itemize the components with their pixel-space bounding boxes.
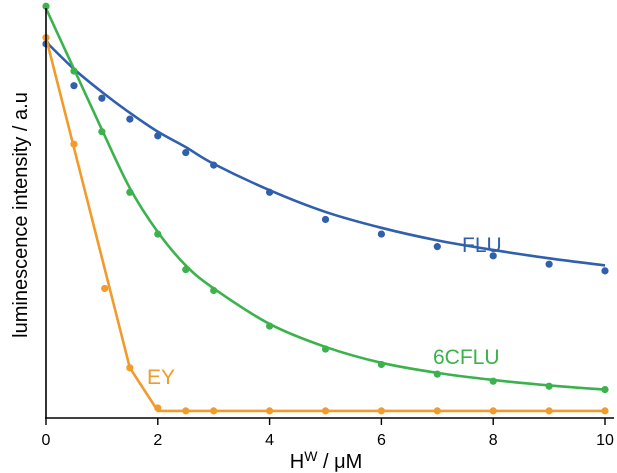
data-point-flu	[154, 132, 162, 140]
data-point-ey	[70, 140, 78, 148]
x-tick-label: 8	[489, 432, 498, 449]
data-point-flu	[545, 260, 553, 268]
x-ticks: 0 2 4 6 8 10	[42, 418, 614, 449]
data-point-ey	[433, 407, 441, 415]
x-tick-label: 10	[596, 432, 614, 449]
series-layer	[42, 2, 609, 415]
x-tick-label: 4	[265, 432, 274, 449]
x-tick-label: 2	[153, 432, 162, 449]
data-point-6cflu	[433, 370, 441, 378]
data-point-ey	[266, 407, 274, 415]
data-point-flu	[321, 215, 330, 224]
data-point-ey	[489, 407, 497, 415]
x-axis-title-main: H	[290, 451, 304, 473]
series-line-ey	[44, 37, 605, 413]
data-point-flu	[601, 267, 609, 275]
data-point-flu	[377, 230, 385, 238]
data-point-ey	[101, 284, 109, 293]
data-point-flu	[98, 94, 106, 102]
data-point-6cflu	[321, 345, 330, 353]
data-point-6cflu	[126, 188, 134, 196]
series-ey	[42, 34, 609, 415]
data-point-6cflu	[377, 360, 385, 369]
data-point-6cflu	[210, 286, 218, 295]
data-point-6cflu	[70, 67, 78, 75]
data-point-ey	[377, 407, 385, 415]
axes	[45, 8, 614, 419]
data-point-ey	[210, 407, 218, 415]
data-point-flu	[489, 252, 497, 260]
data-point-flu	[70, 82, 78, 90]
data-point-6cflu	[266, 322, 274, 330]
data-point-ey	[182, 407, 190, 415]
data-point-flu	[126, 115, 134, 123]
series-flu	[42, 40, 609, 275]
data-point-ey	[154, 404, 162, 412]
data-point-flu	[266, 188, 274, 196]
data-point-6cflu	[489, 377, 497, 385]
data-point-6cflu	[601, 385, 609, 394]
x-axis-title: HW / μM	[290, 448, 363, 473]
series-line-6cflu	[44, 7, 606, 391]
x-axis-title-rest: / μM	[317, 451, 362, 473]
series-line-flu	[45, 40, 606, 267]
series-6cflu	[42, 2, 609, 394]
y-axis-title: luminescence intensity / a.u	[10, 92, 32, 338]
x-tick-label: 6	[377, 432, 386, 449]
data-point-flu	[433, 243, 441, 251]
series-label-6cflu: 6CFLU	[433, 346, 500, 369]
x-axis-title-sup: W	[304, 448, 318, 464]
data-point-flu	[210, 161, 218, 169]
data-point-6cflu	[42, 2, 50, 10]
data-point-6cflu	[545, 382, 553, 390]
x-tick-label: 0	[42, 432, 51, 449]
data-point-flu	[182, 148, 190, 157]
data-point-6cflu	[182, 266, 190, 274]
series-label-flu: FLU	[462, 234, 502, 257]
data-point-ey	[601, 407, 609, 415]
series-label-ey: EY	[147, 366, 175, 389]
data-point-ey	[321, 407, 330, 415]
data-point-6cflu	[98, 128, 106, 136]
data-point-ey	[545, 407, 553, 415]
data-point-ey	[126, 364, 134, 372]
data-point-6cflu	[154, 230, 162, 238]
